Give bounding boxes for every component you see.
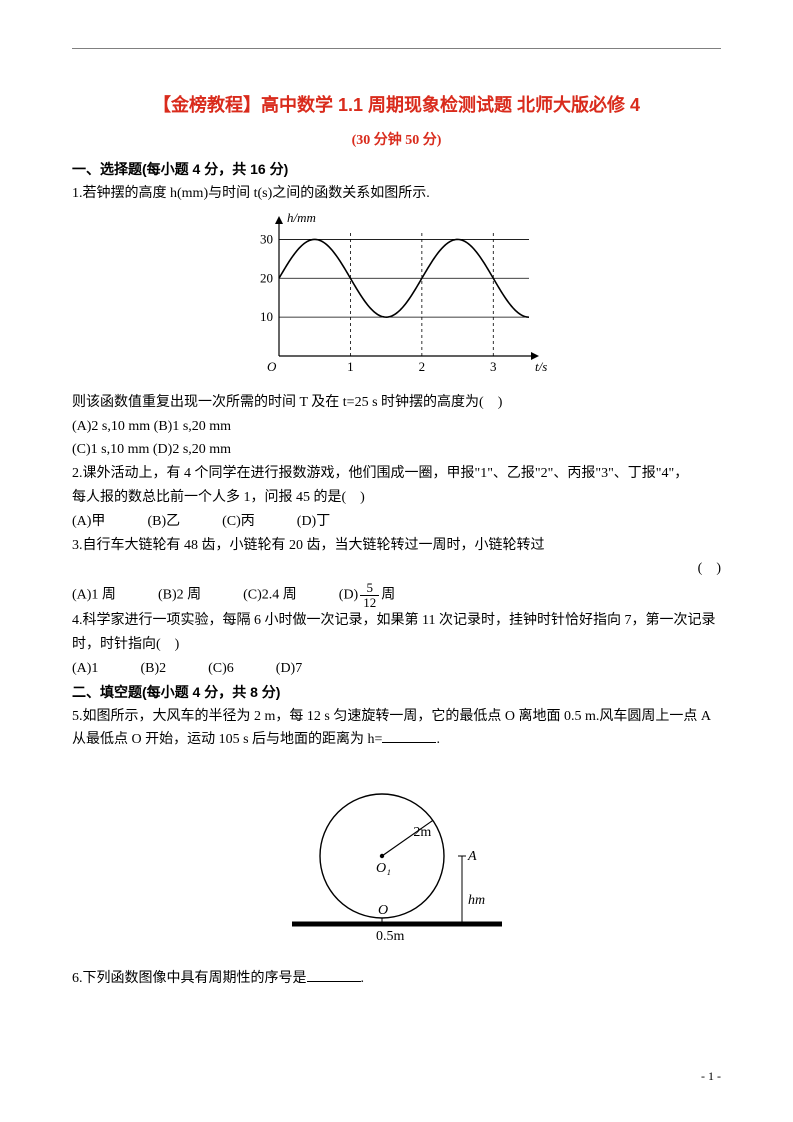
svg-text:hm: hm bbox=[468, 893, 485, 908]
q2-opt-a: (A)甲 bbox=[72, 514, 105, 529]
svg-text:20: 20 bbox=[260, 270, 273, 285]
q3-opt-a: (A)1 周 bbox=[72, 588, 116, 603]
q1-opt-b: (B)1 s,20 mm bbox=[154, 419, 231, 434]
q6-blank bbox=[307, 968, 361, 982]
q3-opt-c: (C)2.4 周 bbox=[243, 588, 297, 603]
q3-fraction: 512 bbox=[360, 581, 379, 609]
q3-text: 3.自行车大链轮有 48 齿，小链轮有 20 齿，当大链轮转过一周时，小链轮转过 bbox=[72, 534, 721, 558]
pendulum-chart: 1 2 3 10 20 30 h/mm t/s O bbox=[237, 208, 557, 378]
svg-text:h/mm: h/mm bbox=[287, 210, 316, 225]
q4-line2: 时，时针指向( ) bbox=[72, 633, 721, 657]
svg-text:30: 30 bbox=[260, 231, 273, 246]
q2-options: (A)甲 (B)乙 (C)丙 (D)丁 bbox=[72, 510, 721, 534]
q4-opt-a: (A)1 bbox=[72, 661, 98, 676]
svg-text:1: 1 bbox=[347, 359, 354, 374]
page-number: - 1 - bbox=[701, 1066, 721, 1086]
q5-line2: 从最低点 O 开始，运动 105 s 后与地面的距离为 h=. bbox=[72, 728, 721, 752]
svg-text:10: 10 bbox=[260, 309, 273, 324]
q2-line1: 2.课外活动上，有 4 个同学在进行报数游戏，他们围成一圈，甲报"1"、乙报"2… bbox=[72, 462, 721, 486]
q4-options: (A)1 (B)2 (C)6 (D)7 bbox=[72, 657, 721, 681]
windmill-diagram: 2m O₁ O Ahm 0.5m bbox=[292, 756, 502, 956]
q3-paren: ( ) bbox=[72, 557, 721, 581]
q4-opt-b: (B)2 bbox=[140, 661, 166, 676]
q5-line2-end: . bbox=[436, 732, 440, 747]
svg-text:O: O bbox=[267, 359, 277, 374]
q1-after-chart: 则该函数值重复出现一次所需的时间 T 及在 t=25 s 时钟摆的高度为( ) bbox=[72, 391, 721, 415]
q2-opt-d: (D)丁 bbox=[297, 514, 330, 529]
q3-options: (A)1 周 (B)2 周 (C)2.4 周 (D)512周 bbox=[72, 581, 721, 609]
svg-text:O₁: O₁ bbox=[376, 861, 391, 876]
q3-opt-d-suffix: 周 bbox=[381, 588, 395, 603]
page-top-rule bbox=[72, 48, 721, 49]
q6-text: 6.下列函数图像中具有周期性的序号是 bbox=[72, 971, 307, 986]
chart-1-container: 1 2 3 10 20 30 h/mm t/s O bbox=[72, 208, 721, 387]
svg-text:O: O bbox=[378, 903, 388, 918]
section-2-header: 二、填空题(每小题 4 分，共 8 分) bbox=[72, 681, 721, 705]
q4-opt-c: (C)6 bbox=[208, 661, 234, 676]
svg-text:2m: 2m bbox=[413, 825, 431, 840]
q1-text: 1.若钟摆的高度 h(mm)与时间 t(s)之间的函数关系如图所示. bbox=[72, 182, 721, 206]
q5-line2-text: 从最低点 O 开始，运动 105 s 后与地面的距离为 h= bbox=[72, 732, 382, 747]
q2-line2: 每人报的数总比前一个人多 1，问报 45 的是( ) bbox=[72, 486, 721, 510]
q1-opt-c: (C)1 s,10 mm bbox=[72, 442, 149, 457]
q1-options-row2: (C)1 s,10 mm (D)2 s,20 mm bbox=[72, 438, 721, 462]
q2-opt-b: (B)乙 bbox=[147, 514, 180, 529]
q3-opt-d-prefix: (D) bbox=[339, 588, 358, 603]
document-subtitle: (30 分钟 50 分) bbox=[72, 129, 721, 153]
q1-opt-a: (A)2 s,10 mm bbox=[72, 419, 150, 434]
q5-blank bbox=[382, 729, 436, 743]
q4-opt-d: (D)7 bbox=[276, 661, 302, 676]
q1-options-row1: (A)2 s,10 mm (B)1 s,20 mm bbox=[72, 415, 721, 439]
svg-text:2: 2 bbox=[418, 359, 425, 374]
section-1-header: 一、选择题(每小题 4 分，共 16 分) bbox=[72, 158, 721, 182]
svg-text:3: 3 bbox=[490, 359, 497, 374]
svg-text:A: A bbox=[467, 849, 477, 864]
fraction-numerator: 5 bbox=[360, 581, 379, 596]
figure-2-container: 2m O₁ O Ahm 0.5m bbox=[72, 756, 721, 965]
q5-line1: 5.如图所示，大风车的半径为 2 m，每 12 s 匀速旋转一周，它的最低点 O… bbox=[72, 705, 721, 729]
q4-line1: 4.科学家进行一项实验，每隔 6 小时做一次记录，如果第 11 次记录时，挂钟时… bbox=[72, 609, 721, 633]
document-title: 【金榜教程】高中数学 1.1 周期现象检测试题 北师大版必修 4 bbox=[72, 90, 721, 121]
q6-line: 6.下列函数图像中具有周期性的序号是. bbox=[72, 967, 721, 991]
svg-text:0.5m: 0.5m bbox=[376, 929, 405, 944]
q6-end: . bbox=[361, 971, 365, 986]
q2-opt-c: (C)丙 bbox=[222, 514, 255, 529]
fraction-denominator: 12 bbox=[360, 596, 379, 610]
q3-opt-b: (B)2 周 bbox=[158, 588, 201, 603]
q1-opt-d: (D)2 s,20 mm bbox=[153, 442, 231, 457]
svg-text:t/s: t/s bbox=[535, 359, 547, 374]
